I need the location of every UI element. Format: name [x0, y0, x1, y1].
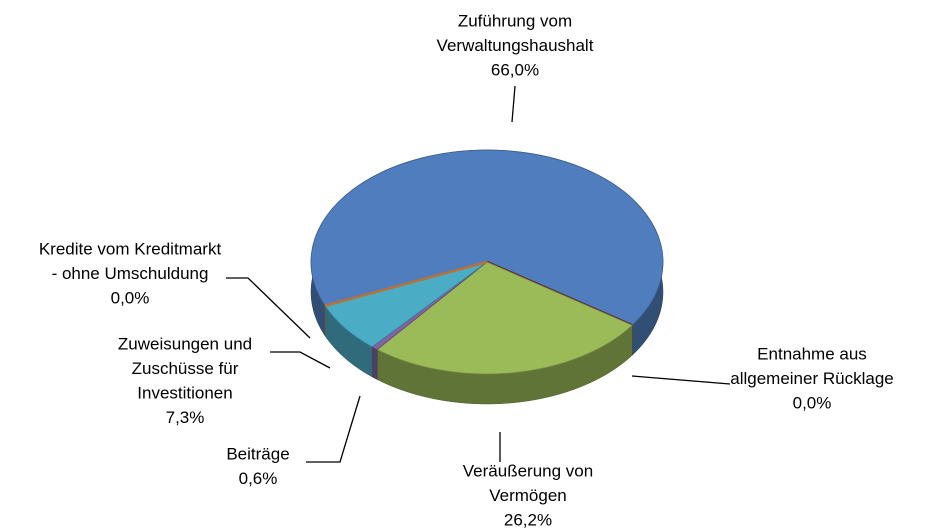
slice-label: allgemeiner Rücklage: [730, 369, 893, 388]
slice-label: Zuschüsse für: [132, 359, 239, 378]
value-label: 66,0%: [491, 60, 539, 79]
slice-label: Beiträge: [226, 444, 289, 463]
slice-label: Entnahme aus: [757, 344, 867, 363]
slice: [310, 149, 664, 326]
slice-label: Zuweisungen und: [118, 334, 252, 353]
slice-label: Veräußerung von: [463, 461, 593, 480]
value-label: 0,0%: [111, 288, 150, 307]
slice-label: Zuführung vom: [458, 11, 572, 30]
leader-line: [631, 375, 731, 385]
slice-label: Vermögen: [489, 486, 567, 505]
value-label: 0,6%: [239, 469, 278, 488]
leader-line: [226, 277, 311, 339]
slice-label: Kredite vom Kreditmarkt: [39, 239, 222, 258]
slice: [376, 261, 634, 375]
leader-line: [306, 395, 361, 463]
value-label: 0,0%: [793, 393, 832, 412]
leader-line: [511, 85, 516, 123]
slice-label: Investitionen: [137, 383, 232, 402]
value-label: 26,2%: [504, 510, 552, 529]
slice-side: [371, 346, 378, 380]
slice-label: Verwaltungshaushalt: [437, 36, 594, 55]
slice-label: - ohne Umschuldung: [52, 264, 209, 283]
value-label: 7,3%: [166, 408, 205, 427]
leader-line: [270, 351, 331, 369]
